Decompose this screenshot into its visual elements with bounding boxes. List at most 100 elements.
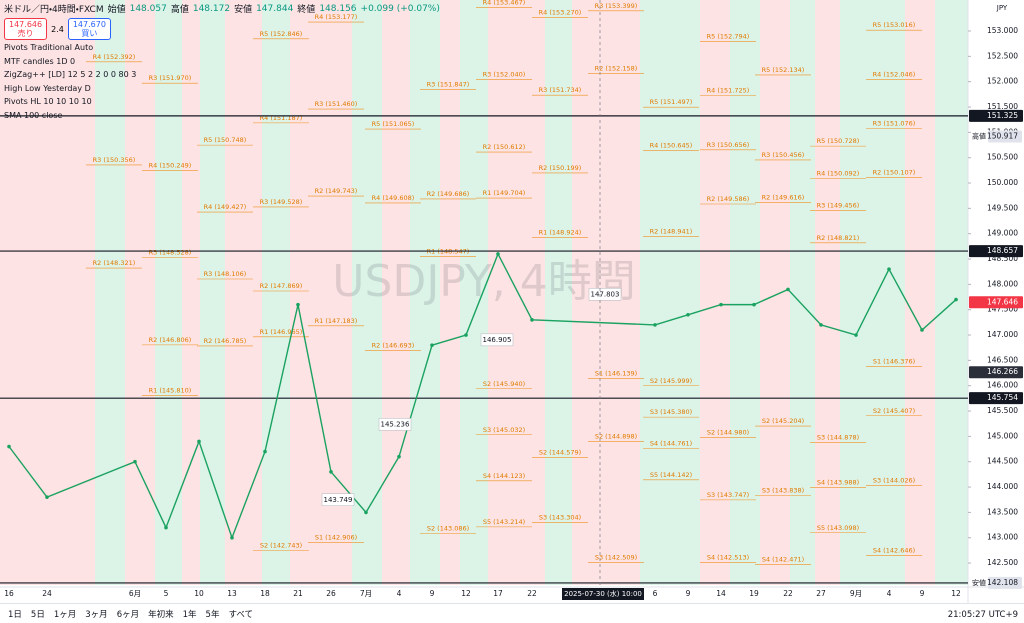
- pivot-label: R3 (150.456): [762, 151, 805, 159]
- session-band: [200, 0, 225, 585]
- indicator-label[interactable]: Pivots HL 10 10 10 10: [4, 97, 92, 107]
- sell-button[interactable]: 147.646 売り: [4, 18, 48, 40]
- y-tick-label: 142.500: [987, 558, 1018, 567]
- pivot-label: R4 (153.467): [483, 0, 526, 6]
- price-callout: 146.905: [483, 336, 512, 344]
- y-tick-label: 143.000: [987, 533, 1018, 542]
- axis-label-box: [988, 576, 1022, 589]
- price-point: [887, 267, 891, 271]
- indicator-label[interactable]: Pivots Traditional Auto: [4, 43, 94, 52]
- pivot-label: S5 (144.142): [650, 471, 692, 479]
- session-band: [382, 0, 410, 585]
- y-tick-label: 152.500: [987, 51, 1018, 60]
- indicator-label[interactable]: SMA 100 close: [4, 110, 63, 120]
- session-band: [182, 0, 200, 585]
- pivot-label: R3 (148.528): [149, 249, 192, 257]
- range-button[interactable]: すべて: [228, 609, 254, 620]
- pivot-label: R4 (151.725): [707, 87, 750, 95]
- pivot-label: S2 (145.999): [650, 377, 692, 385]
- y-tick-label: 153.000: [987, 26, 1018, 35]
- session-band: [640, 0, 700, 585]
- y-tick-label: 146.500: [987, 355, 1018, 364]
- y-tick-label: 148.500: [987, 254, 1018, 263]
- change: +0.099 (+0.07%): [360, 3, 440, 14]
- symbol-header: 米ドル／円・4時間・FXCM 始値 148.057 高値 148.172 安値 147…: [4, 2, 440, 16]
- pivot-label: S1 (146.376): [873, 358, 915, 366]
- range-button[interactable]: 5日: [30, 609, 45, 620]
- range-button[interactable]: 年初来: [148, 609, 174, 620]
- x-tick-label: 4: [397, 589, 402, 598]
- y-tick-label: 149.500: [987, 203, 1018, 212]
- x-tick-label: 7月: [360, 589, 372, 598]
- y-tick-label: 145.500: [987, 406, 1018, 415]
- x-tick-label: 27: [816, 589, 826, 598]
- pivot-label: S3 (143.838): [762, 486, 804, 494]
- indicator-label[interactable]: ZigZag++ [LD] 12 5 2 2 0 0 80 3: [4, 70, 137, 80]
- price-callout: 147.803: [591, 290, 620, 298]
- sell-label: 売り: [17, 29, 34, 38]
- range-button[interactable]: 6ヶ月: [116, 609, 140, 620]
- sell-price: 147.646: [9, 20, 43, 29]
- range-button[interactable]: 1日: [8, 609, 22, 620]
- pivot-label: R3 (151.460): [315, 100, 358, 108]
- session-band: [155, 0, 182, 585]
- session-band: [905, 0, 935, 585]
- session-band: [760, 0, 790, 585]
- range-button[interactable]: 3ヶ月: [85, 609, 108, 620]
- x-tick-label: 17: [493, 589, 503, 598]
- chart: USDJPY, 4時間 JPY 153.000 152.500 152.000 151.5…: [0, 0, 1024, 603]
- price-point: [397, 454, 401, 459]
- pivot-label: R2 (150.107): [873, 169, 916, 177]
- pivot-label: R1 (149.704): [483, 189, 526, 197]
- pivot-label: S4 (144.761): [650, 439, 692, 447]
- price-point: [653, 323, 657, 327]
- pivot-label: R3 (149.528): [260, 198, 303, 206]
- pivot-label: S3 (145.380): [650, 408, 692, 416]
- pivot-label: S4 (143.988): [817, 479, 859, 487]
- pivot-label: S3 (143.304): [539, 513, 581, 521]
- pivot-label: S3 (144.026): [873, 477, 915, 485]
- price-point: [329, 470, 333, 474]
- price-point: [7, 444, 11, 449]
- price-point: [719, 302, 723, 307]
- axis-label-box: [988, 130, 1022, 143]
- pivot-label: S2 (145.204): [762, 417, 804, 425]
- session-band: [935, 0, 968, 585]
- pivot-label: R5 (151.065): [372, 120, 415, 128]
- crosshair-label-box: [562, 588, 644, 600]
- x-tick-label: 19: [749, 589, 759, 598]
- ohlc-label: 高値: [170, 5, 189, 15]
- price-point: [954, 297, 958, 302]
- price-callout-box: [378, 418, 412, 431]
- range-button[interactable]: 5年: [205, 609, 220, 620]
- pivot-label: S2 (142.743): [260, 542, 302, 550]
- indicator-label[interactable]: MTF candles 1D 0: [4, 56, 76, 66]
- pivot-label: R2 (148.821): [817, 234, 860, 242]
- pivot-label: S1 (146.139): [595, 370, 637, 378]
- axis-label-box: [969, 392, 1023, 405]
- x-tick-label: 10: [194, 589, 204, 598]
- price-point: [686, 312, 690, 317]
- range-button[interactable]: 1年: [182, 609, 197, 620]
- axis-label-box: [969, 366, 1023, 379]
- x-tick-label: 6: [653, 589, 658, 598]
- price-point: [164, 525, 168, 530]
- price-point: [430, 343, 434, 347]
- axis-price-label: 142.108: [987, 578, 1018, 587]
- price-point: [920, 328, 924, 332]
- indicator-label[interactable]: High Low Yesterday D: [4, 83, 91, 93]
- axis-label-box: [969, 296, 1023, 309]
- price-point: [133, 459, 137, 464]
- pivot-label: R4 (149.427): [204, 203, 247, 211]
- buy-button[interactable]: 147.670 買い: [67, 18, 111, 40]
- x-tick-label: 22: [783, 589, 793, 598]
- pivot-label: R3 (153.399): [595, 2, 638, 10]
- price-point: [496, 252, 500, 256]
- axis-price-label: 151.325: [987, 111, 1018, 120]
- pivot-label: R4 (153.270): [539, 8, 582, 16]
- session-band: [352, 0, 382, 585]
- range-button[interactable]: 1ヶ月: [53, 609, 77, 620]
- indicator-list: Pivots Traditional Auto MTF candles 1D 0 Z…: [4, 41, 136, 123]
- symbol[interactable]: 米ドル／円・4時間・FXCM: [4, 5, 104, 15]
- pivot-label: S4 (142.471): [762, 556, 804, 564]
